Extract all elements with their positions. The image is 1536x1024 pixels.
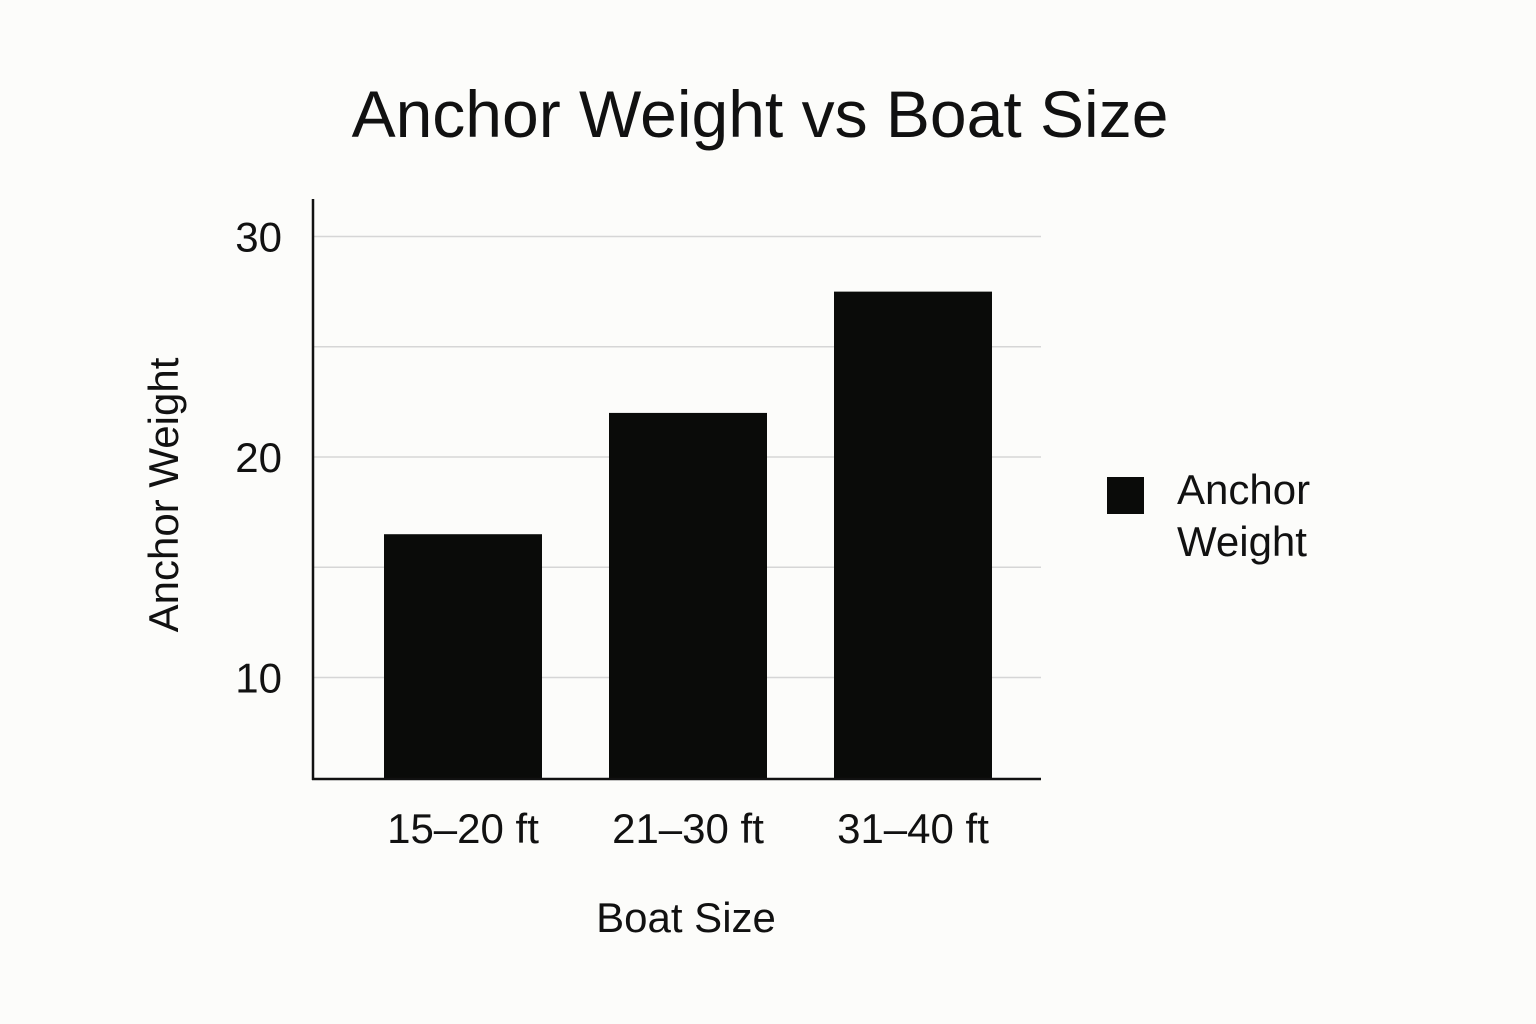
x-tick-label: 15–20 ft	[387, 805, 539, 852]
y-tick-label: 20	[235, 434, 282, 481]
bars	[384, 291, 992, 779]
bar-2	[609, 412, 767, 779]
bar-3	[834, 291, 992, 779]
y-tick-labels: 10 20 30	[235, 213, 282, 701]
bar-1	[384, 534, 542, 779]
legend-swatch	[1107, 477, 1144, 514]
y-tick-label: 30	[235, 213, 282, 260]
y-axis-label: Anchor Weight	[140, 357, 187, 632]
x-tick-label: 31–40 ft	[837, 805, 989, 852]
x-tick-labels: 15–20 ft 21–30 ft 31–40 ft	[387, 805, 989, 852]
x-axis-label: Boat Size	[596, 894, 776, 941]
legend-label: Anchor Weight	[1177, 466, 1310, 565]
y-tick-label: 10	[235, 655, 282, 702]
x-tick-label: 21–30 ft	[612, 805, 764, 852]
legend: Anchor Weight	[1107, 466, 1310, 565]
chart-title: Anchor Weight vs Boat Size	[352, 77, 1169, 151]
